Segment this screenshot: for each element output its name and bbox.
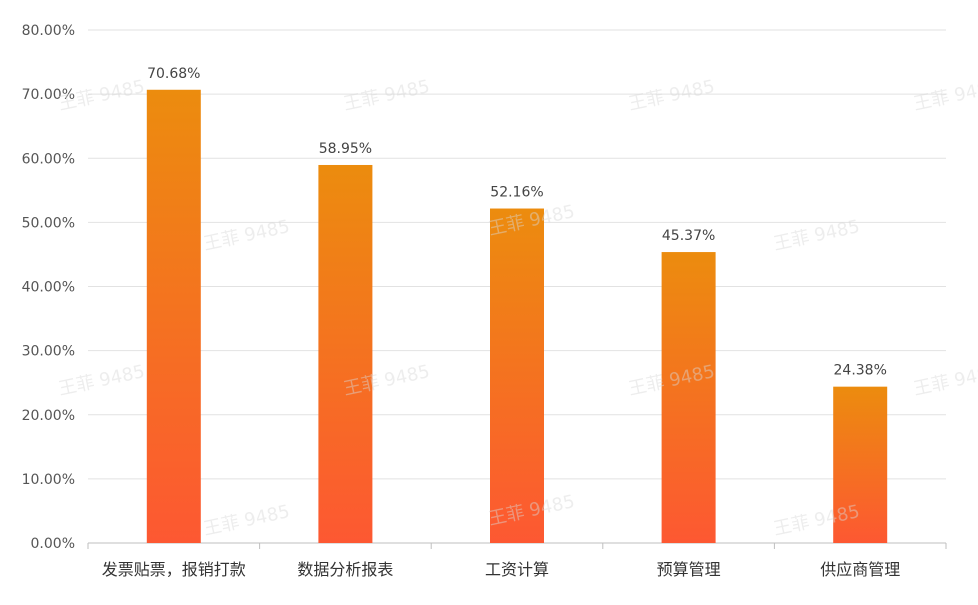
watermark: 王菲 9485 [202, 501, 292, 540]
y-tick-label: 10.00% [22, 472, 75, 488]
y-tick-label: 70.00% [22, 87, 75, 103]
x-tick-label: 供应商管理 [820, 560, 900, 579]
bar [318, 164, 373, 543]
watermark: 王菲 9485 [342, 76, 432, 115]
watermark: 王菲 9485 [912, 361, 978, 400]
bar [833, 386, 888, 543]
bars [146, 89, 888, 544]
bar [661, 252, 716, 543]
data-label: 70.68% [147, 66, 200, 82]
x-tick-label: 工资计算 [485, 560, 549, 579]
y-tick-label: 50.00% [22, 215, 75, 231]
data-label: 58.95% [319, 141, 372, 157]
bar [490, 208, 544, 544]
watermark: 王菲 9485 [57, 361, 147, 400]
x-tick-label: 预算管理 [657, 560, 721, 579]
y-tick-label: 60.00% [22, 151, 75, 167]
x-axis-tick-labels: 发票贴票，报销打款 数据分析报表 工资计算 预算管理 供应商管理 [102, 560, 900, 579]
y-axis-tick-labels: 0.00% 10.00% 20.00% 30.00% 40.00% 50.00% 60.00… [22, 23, 75, 552]
y-tick-label: 80.00% [22, 23, 75, 39]
y-tick-label: 20.00% [22, 408, 75, 424]
watermark: 王菲 9485 [57, 76, 147, 115]
x-tick-label: 发票贴票，报销打款 [102, 560, 246, 579]
data-label: 45.37% [662, 228, 715, 244]
bar [146, 89, 201, 544]
data-label: 24.38% [834, 363, 887, 379]
watermark: 王菲 9485 [627, 76, 717, 115]
y-tick-label: 40.00% [22, 280, 75, 296]
y-tick-label: 0.00% [31, 536, 75, 552]
data-labels: 70.68% 58.95% 52.16% 45.37% 24.38% [147, 66, 887, 379]
y-tick-label: 30.00% [22, 344, 75, 360]
data-label: 52.16% [490, 185, 543, 201]
watermark: 王菲 9485 [912, 76, 978, 115]
x-tick-label: 数据分析报表 [297, 560, 393, 579]
